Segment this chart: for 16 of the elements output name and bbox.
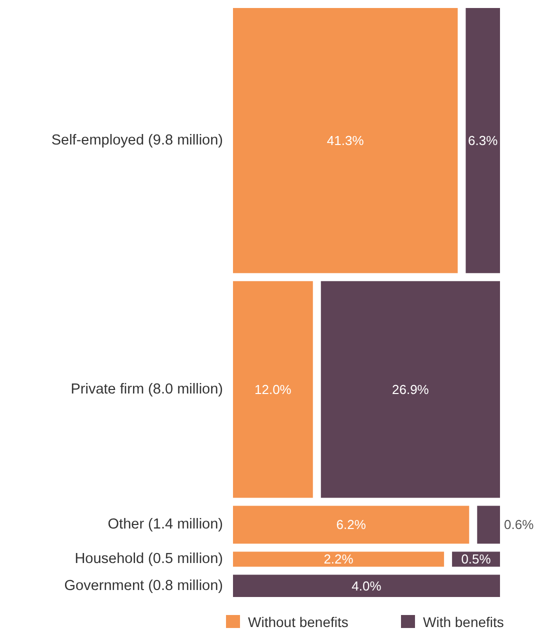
category-label: Self-employed (9.8 million) bbox=[51, 132, 223, 149]
data-label: 0.6% bbox=[504, 517, 534, 532]
data-label: 0.5% bbox=[461, 552, 492, 567]
legend-label: Without benefits bbox=[248, 614, 348, 630]
legend-label: With benefits bbox=[423, 614, 504, 630]
data-label: 6.2% bbox=[336, 517, 366, 532]
category-label: Government (0.8 million) bbox=[64, 578, 223, 594]
data-label: 41.3% bbox=[326, 133, 364, 148]
data-label: 12.0% bbox=[254, 382, 292, 397]
data-label: 26.9% bbox=[392, 382, 430, 397]
category-label: Other (1.4 million) bbox=[108, 516, 223, 533]
data-label: 6.3% bbox=[468, 133, 498, 148]
data-label: 4.0% bbox=[352, 578, 382, 594]
category-label: Household (0.5 million) bbox=[74, 551, 223, 568]
category-label: Private firm (8.0 million) bbox=[70, 381, 223, 398]
data-label: 2.2% bbox=[324, 552, 354, 567]
